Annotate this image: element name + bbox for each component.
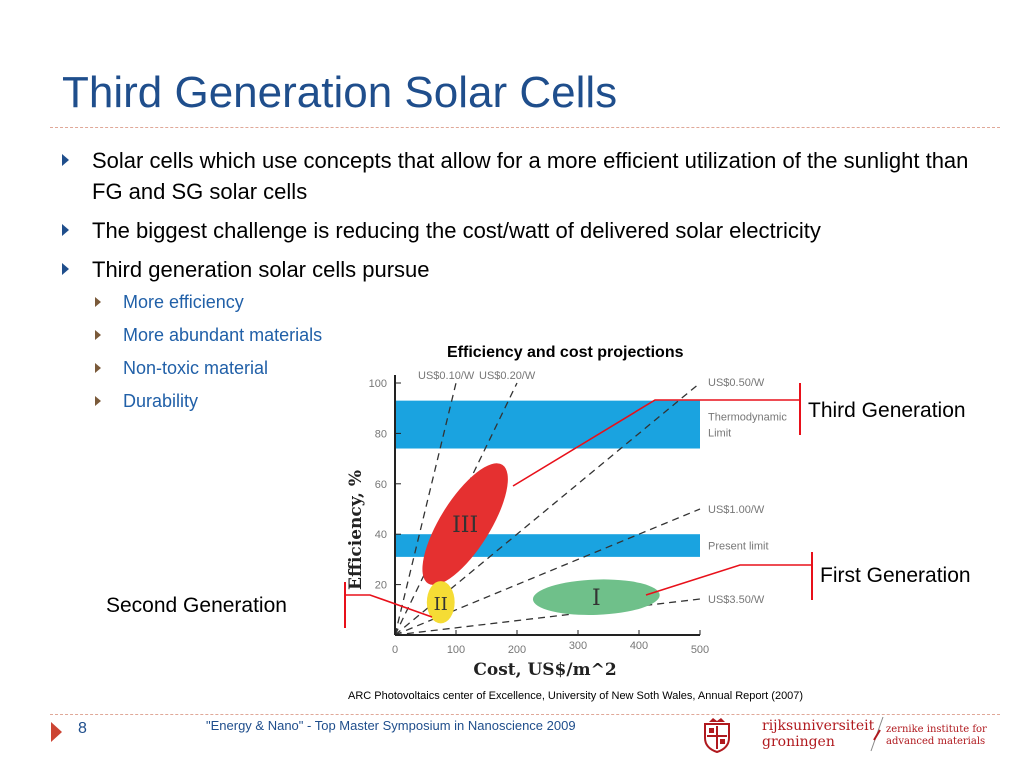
second-generation-label: Second Generation xyxy=(106,594,287,617)
bullet-text: Solar cells which use concepts that allo… xyxy=(92,148,969,204)
region-group: I xyxy=(532,579,660,615)
x-axis-title: Cost, US$/m^2 xyxy=(473,660,616,680)
region-ellipse xyxy=(422,463,508,585)
zernike-logo-line: advanced materials xyxy=(886,736,986,747)
region-group: II xyxy=(426,581,455,624)
page-marker-icon xyxy=(51,722,62,742)
bullet-item: The biggest challenge is reducing the co… xyxy=(62,215,982,246)
cost-line xyxy=(394,382,457,636)
region-label: I xyxy=(592,586,601,611)
zernike-slash-icon xyxy=(870,716,884,752)
cost-line-label: US$0.50/W xyxy=(708,377,765,389)
bullet-arrow-icon xyxy=(62,154,69,166)
sub-bullet-arrow-icon xyxy=(95,297,101,307)
sub-bullet-item: More abundant materials xyxy=(92,323,322,356)
bullet-text: Third generation solar cells pursue xyxy=(92,257,430,282)
bullet-arrow-icon xyxy=(62,263,69,275)
sub-bullet-text: Non-toxic material xyxy=(123,358,269,378)
y-tick-label: 40 xyxy=(375,529,387,541)
sub-bullet-arrow-icon xyxy=(95,396,101,406)
university-logo-text: rijksuniversiteit groningen xyxy=(762,718,874,750)
second-gen-callout-line xyxy=(345,594,433,618)
band-label: Thermodynamic xyxy=(708,412,787,424)
sub-bullet-text: More abundant materials xyxy=(123,325,323,345)
bullet-item: Third generation solar cells pursue xyxy=(62,254,982,285)
region-ellipse xyxy=(426,581,455,624)
y-axis-title: Efficiency, % xyxy=(346,470,366,590)
cost-line xyxy=(394,382,518,636)
footer-divider xyxy=(50,714,1000,715)
slide-title: Third Generation Solar Cells xyxy=(62,68,618,117)
region-label: III xyxy=(452,513,478,538)
sub-bullet-item: Durability xyxy=(92,389,322,422)
band-label: Present limit xyxy=(708,541,769,553)
bullet-text: The biggest challenge is reducing the co… xyxy=(92,218,821,243)
y-tick-label: 20 xyxy=(375,580,387,592)
first-generation-label: First Generation xyxy=(820,564,971,587)
region-ellipse xyxy=(532,579,660,615)
first-gen-callout-line xyxy=(645,564,812,596)
x-tick-label: 0 xyxy=(392,644,398,656)
region-label: II xyxy=(434,594,448,615)
cost-line-label: US$1.00/W xyxy=(708,504,765,516)
x-tick-label: 500 xyxy=(691,644,709,656)
x-tick-label: 200 xyxy=(508,644,526,656)
sub-bullet-arrow-icon xyxy=(95,363,101,373)
university-logo-line: groningen xyxy=(762,734,835,750)
zernike-logo-line: zernike institute for xyxy=(886,724,987,735)
band-bar xyxy=(395,400,700,449)
sub-bullet-arrow-icon xyxy=(95,330,101,340)
third-generation-label: Third Generation xyxy=(808,399,966,422)
bullet-arrow-icon xyxy=(62,224,69,236)
third-gen-callout-line xyxy=(512,399,800,487)
sub-bullet-item: Non-toxic material xyxy=(92,356,322,389)
bullet-item: Solar cells which use concepts that allo… xyxy=(62,145,982,207)
x-tick-label: 100 xyxy=(447,644,465,656)
university-crest-icon xyxy=(704,718,730,754)
bullet-list: Solar cells which use concepts that allo… xyxy=(62,145,982,293)
cost-line-label: US$0.10/W xyxy=(418,370,475,382)
region-group: III xyxy=(422,463,508,585)
sub-bullet-item: More efficiency xyxy=(92,290,322,323)
y-tick-label: 100 xyxy=(369,378,387,390)
zernike-logo-text: zernike institute for advanced materials xyxy=(886,724,987,748)
footer-text: "Energy & Nano" - Top Master Symposium i… xyxy=(206,718,576,733)
cost-line-label: US$0.20/W xyxy=(479,370,536,382)
sub-bullet-text: More efficiency xyxy=(123,292,244,312)
university-logo-line: rijksuniversiteit xyxy=(762,718,875,734)
sub-bullet-list: More efficiency More abundant materials … xyxy=(92,290,322,422)
x-tick-label: 400 xyxy=(630,640,648,652)
y-tick-label: 80 xyxy=(375,428,387,440)
band-label: Limit xyxy=(708,428,731,440)
cost-line-label: US$3.50/W xyxy=(708,594,765,606)
y-tick-label: 60 xyxy=(375,479,387,491)
chart-title: Efficiency and cost projections xyxy=(447,344,684,361)
sub-bullet-text: Durability xyxy=(123,391,199,411)
source-citation: ARC Photovoltaics center of Excellence, … xyxy=(348,690,804,702)
title-divider xyxy=(50,127,1000,128)
page-number: 8 xyxy=(78,720,87,737)
x-tick-label: 300 xyxy=(569,640,587,652)
